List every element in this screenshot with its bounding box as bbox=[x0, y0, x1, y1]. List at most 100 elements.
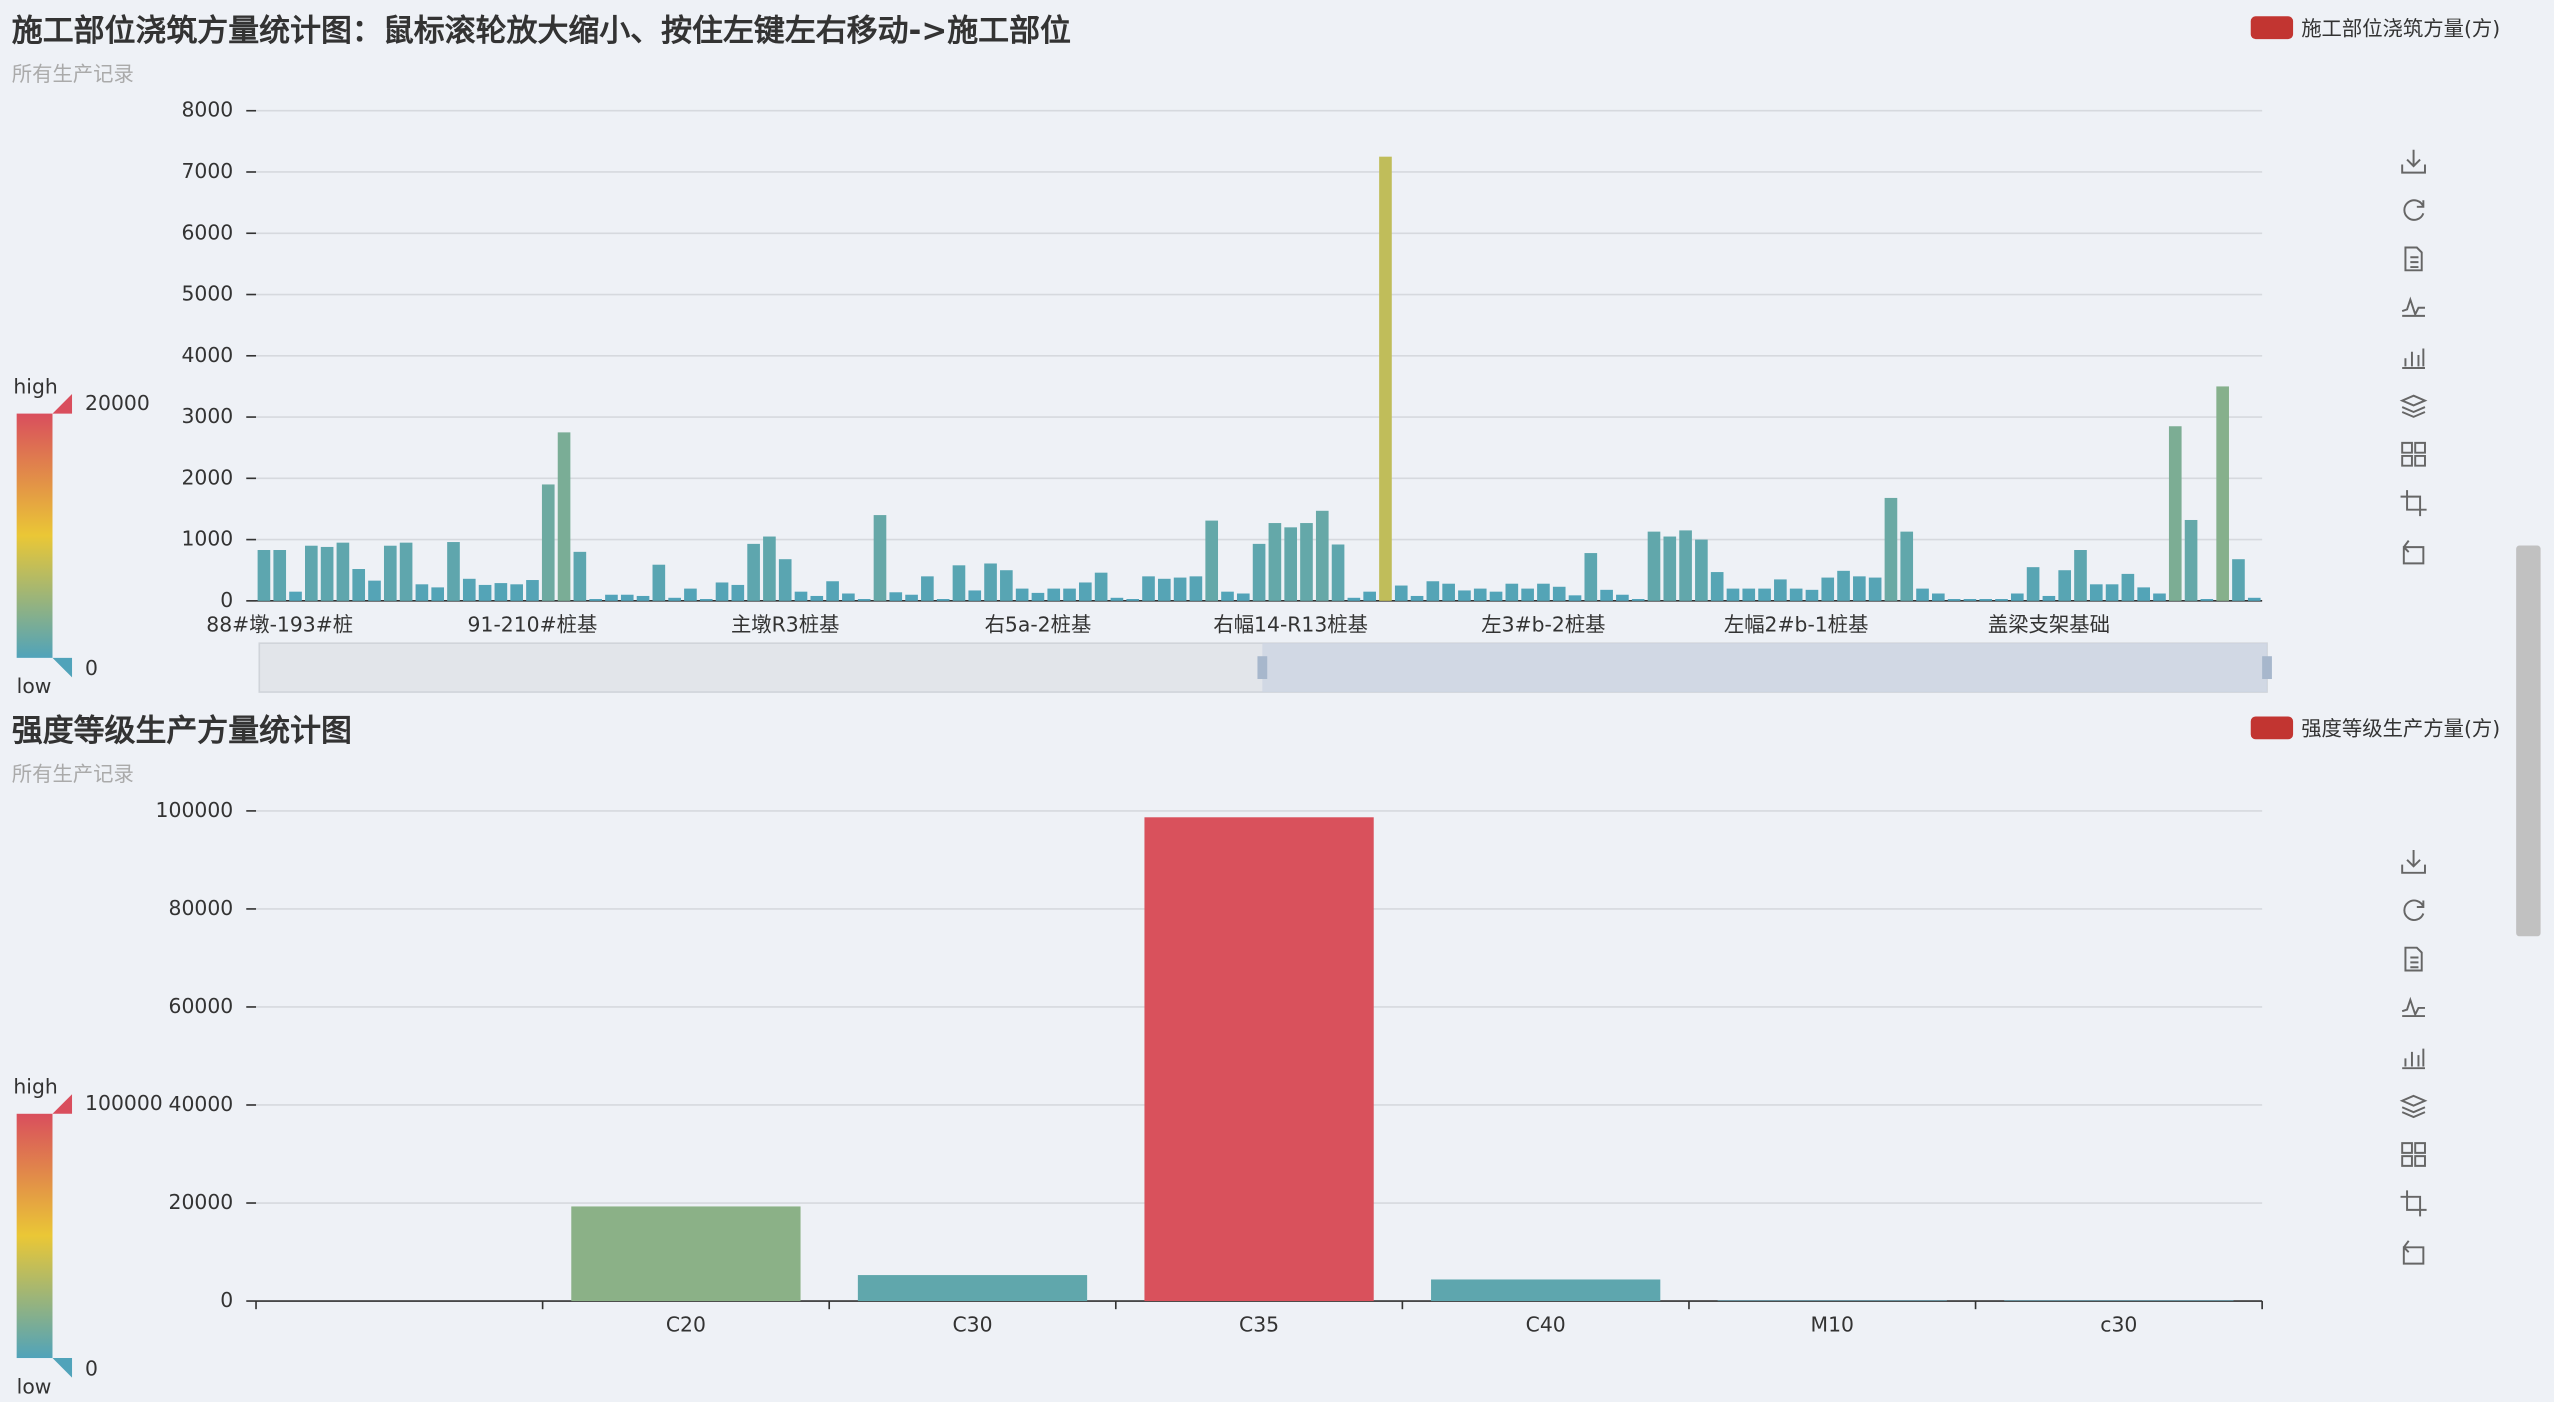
bar[interactable] bbox=[652, 564, 666, 601]
bar[interactable] bbox=[1252, 543, 1266, 601]
legend-label[interactable]: 施工部位浇筑方量(方) bbox=[2301, 16, 2500, 40]
bar[interactable] bbox=[936, 599, 950, 601]
toolbox-icon[interactable] bbox=[2401, 296, 2425, 317]
visual-map-bar[interactable] bbox=[16, 413, 53, 658]
toolbox-icon[interactable] bbox=[2404, 246, 2423, 272]
legend-label[interactable]: 强度等级生产方量(方) bbox=[2301, 716, 2500, 740]
bar[interactable] bbox=[336, 542, 350, 601]
bar[interactable] bbox=[1205, 520, 1219, 601]
bar[interactable] bbox=[1110, 597, 1124, 601]
bar[interactable] bbox=[1900, 531, 1914, 601]
bar[interactable] bbox=[873, 515, 887, 601]
bar[interactable] bbox=[1505, 583, 1519, 601]
toolbox-icon[interactable] bbox=[2400, 490, 2427, 517]
bar[interactable] bbox=[447, 542, 460, 601]
bar[interactable] bbox=[589, 599, 602, 601]
bar[interactable] bbox=[1758, 588, 1771, 601]
bar[interactable] bbox=[1868, 577, 1882, 601]
bar[interactable] bbox=[731, 584, 745, 601]
bar[interactable] bbox=[541, 484, 555, 601]
bar[interactable] bbox=[857, 1275, 1088, 1302]
bar[interactable] bbox=[1537, 583, 1550, 601]
bar[interactable] bbox=[1363, 591, 1376, 601]
bar[interactable] bbox=[2058, 570, 2072, 601]
bar[interactable] bbox=[1394, 585, 1408, 601]
bar[interactable] bbox=[826, 581, 839, 601]
legend-swatch[interactable] bbox=[2250, 716, 2294, 740]
bar[interactable] bbox=[1300, 523, 1313, 601]
bar[interactable] bbox=[1473, 588, 1487, 601]
bar[interactable] bbox=[273, 550, 287, 601]
bar[interactable] bbox=[857, 599, 871, 601]
toolbox-icon[interactable] bbox=[2401, 149, 2426, 174]
bar[interactable] bbox=[1047, 588, 1061, 601]
bar[interactable] bbox=[1521, 588, 1534, 601]
bar[interactable] bbox=[2042, 595, 2056, 601]
bar[interactable] bbox=[1094, 572, 1108, 601]
bar[interactable] bbox=[1916, 588, 1929, 601]
bar[interactable] bbox=[257, 550, 271, 601]
bar[interactable] bbox=[571, 1206, 801, 1302]
bar[interactable] bbox=[1144, 817, 1374, 1302]
bar[interactable] bbox=[1142, 576, 1155, 601]
bar[interactable] bbox=[794, 591, 808, 601]
bar[interactable] bbox=[1663, 536, 1677, 601]
bar[interactable] bbox=[1552, 586, 1566, 601]
bar[interactable] bbox=[1947, 599, 1961, 601]
bar[interactable] bbox=[1631, 599, 1645, 601]
toolbox-icon[interactable] bbox=[2401, 441, 2426, 467]
toolbox-icon[interactable] bbox=[2399, 394, 2428, 418]
bar[interactable] bbox=[1805, 589, 1819, 601]
bar[interactable] bbox=[1173, 577, 1187, 601]
bar[interactable] bbox=[478, 584, 492, 601]
bar[interactable] bbox=[2074, 550, 2087, 601]
bar[interactable] bbox=[905, 594, 918, 601]
toolbox-icon[interactable] bbox=[2402, 348, 2425, 369]
bar[interactable] bbox=[1568, 595, 1582, 601]
bar[interactable] bbox=[415, 584, 429, 601]
bar[interactable] bbox=[368, 580, 381, 601]
bar[interactable] bbox=[1268, 523, 1282, 601]
bar[interactable] bbox=[1932, 593, 1945, 601]
bar[interactable] bbox=[1774, 579, 1787, 601]
bar[interactable] bbox=[715, 582, 729, 601]
bar[interactable] bbox=[1015, 588, 1029, 601]
toolbox-icon[interactable] bbox=[2402, 1048, 2425, 1070]
bar[interactable] bbox=[2168, 426, 2182, 601]
bar[interactable] bbox=[494, 583, 508, 601]
bar[interactable] bbox=[1442, 583, 1455, 601]
bar[interactable] bbox=[684, 588, 697, 601]
bar[interactable] bbox=[668, 597, 681, 601]
toolbox-icon[interactable] bbox=[2401, 996, 2425, 1018]
bar[interactable] bbox=[1126, 599, 1140, 601]
visual-map-handle[interactable] bbox=[52, 1094, 73, 1114]
bar[interactable] bbox=[605, 594, 618, 601]
bar[interactable] bbox=[1221, 591, 1234, 601]
bar[interactable] bbox=[1979, 599, 1993, 601]
bar[interactable] bbox=[352, 568, 366, 601]
bar[interactable] bbox=[2089, 584, 2103, 601]
bar[interactable] bbox=[2232, 559, 2245, 601]
bar[interactable] bbox=[462, 578, 476, 601]
bar[interactable] bbox=[1853, 576, 1866, 601]
bar[interactable] bbox=[1284, 527, 1297, 601]
bar[interactable] bbox=[1379, 156, 1392, 601]
visual-map-handle[interactable] bbox=[52, 1358, 73, 1378]
bar[interactable] bbox=[1458, 590, 1471, 601]
bar[interactable] bbox=[2200, 599, 2214, 601]
bar[interactable] bbox=[1963, 599, 1977, 601]
bar[interactable] bbox=[952, 565, 966, 601]
bar[interactable] bbox=[984, 563, 997, 601]
bar[interactable] bbox=[747, 543, 760, 601]
bar[interactable] bbox=[778, 559, 792, 601]
bar[interactable] bbox=[2153, 593, 2166, 601]
bar[interactable] bbox=[842, 593, 855, 601]
visual-map-handle[interactable] bbox=[52, 657, 73, 678]
bar[interactable] bbox=[1679, 530, 1692, 601]
bar[interactable] bbox=[1157, 578, 1171, 601]
toolbox-icon[interactable] bbox=[2402, 1240, 2425, 1265]
toolbox-icon[interactable] bbox=[2403, 199, 2425, 221]
bar[interactable] bbox=[1584, 553, 1598, 601]
visual-map-handle[interactable] bbox=[52, 394, 73, 414]
bar[interactable] bbox=[1031, 592, 1045, 601]
